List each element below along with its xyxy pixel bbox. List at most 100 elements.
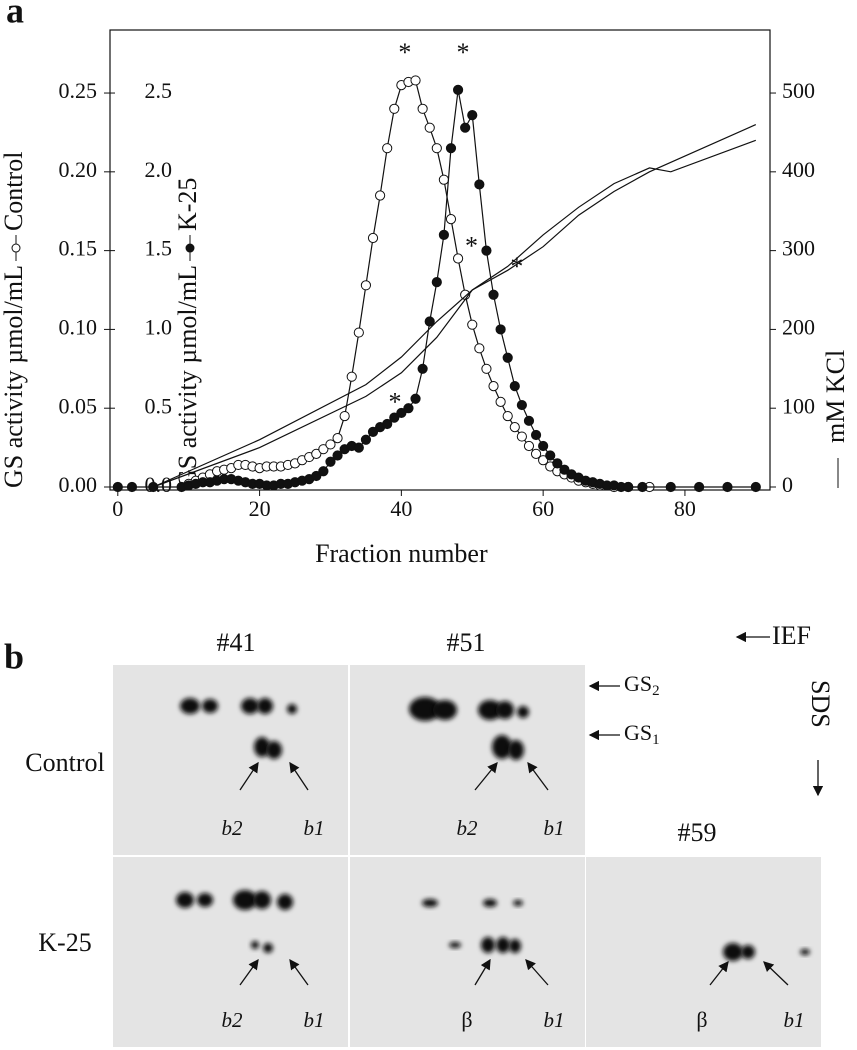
annotation: * [457, 38, 470, 67]
gel-spot [481, 937, 495, 953]
arrow [474, 958, 491, 986]
data-point [481, 363, 492, 374]
gel-spot [433, 700, 457, 720]
data-point [417, 363, 428, 374]
data-point [374, 190, 386, 201]
series-line [188, 79, 650, 488]
axis-title: GS activity µmol/mL K-25 [173, 178, 202, 488]
gel-spot [422, 899, 438, 907]
gel-spot [266, 741, 282, 759]
gel-spot [233, 890, 257, 910]
y-tick-label: 0.10 [59, 314, 98, 339]
y2-tick-label: 100 [782, 393, 815, 418]
gel-spot [197, 893, 213, 907]
gel-image [350, 857, 585, 1047]
gel-spot [496, 701, 514, 719]
column-label: #41 [217, 628, 256, 657]
gel-spot [483, 899, 497, 907]
axis-title: mM KCl [821, 350, 850, 488]
annotation: * [465, 232, 478, 261]
data-point [325, 439, 336, 450]
x-tick-label: 80 [674, 496, 696, 521]
y-axis-label: GS activity µmol/mL [173, 265, 202, 488]
y-tick-label: 0.00 [59, 472, 98, 497]
gel-spot [492, 735, 512, 759]
y3-tick-label: 1.5 [145, 236, 173, 261]
data-point [403, 403, 414, 414]
y3-tick-label: 1.0 [145, 314, 173, 339]
gs-sub: 1 [652, 732, 660, 748]
gel-spot [513, 900, 523, 906]
gel-spot [508, 740, 524, 760]
data-point [445, 143, 457, 154]
data-point [410, 75, 421, 86]
data-point [410, 393, 421, 404]
data-point [396, 407, 407, 419]
data-point [530, 429, 542, 441]
data-point [559, 464, 570, 475]
x-axis-label: Fraction number [315, 539, 488, 568]
data-point [516, 431, 527, 442]
gel-spot [251, 941, 259, 949]
gs-label: GS1 [624, 720, 660, 748]
data-point [530, 448, 542, 460]
data-point [545, 450, 556, 461]
data-point [126, 481, 138, 493]
arrow [474, 761, 498, 791]
data-point [417, 103, 428, 114]
data-point [389, 412, 400, 423]
gel-spot [241, 698, 259, 714]
data-point [481, 245, 492, 256]
gel-spot [277, 894, 293, 910]
column-label: #59 [678, 818, 717, 847]
x-tick-label: 0 [112, 496, 123, 521]
gel-spot [800, 949, 810, 955]
data-point [318, 466, 329, 477]
y3-tick-label: 0.5 [145, 393, 173, 418]
arrow [709, 960, 729, 986]
gel-label: b2 [457, 816, 479, 840]
gel-image [350, 665, 585, 855]
data-point [367, 232, 379, 244]
kcl-line [152, 139, 757, 488]
gel-label: b1 [304, 1008, 325, 1032]
gel-spot [409, 697, 441, 721]
plot-frame [109, 29, 771, 491]
data-point [474, 343, 485, 354]
data-point [382, 143, 393, 154]
annotation: * [388, 388, 401, 417]
data-point [438, 229, 449, 240]
data-point [325, 456, 336, 467]
data-point [538, 440, 549, 452]
y-axis-label: GS activity µmol/mL [0, 265, 28, 488]
gel-spot [287, 704, 297, 714]
data-point [722, 481, 733, 493]
data-point [311, 448, 322, 460]
panel-label: b [4, 636, 24, 676]
data-point [750, 481, 761, 493]
gel-label: b1 [544, 1008, 565, 1032]
data-point [311, 470, 322, 482]
axis-title: GS activity µmol/mL Control [0, 152, 28, 488]
data-point [112, 481, 123, 493]
data-point [502, 410, 513, 422]
ief-label: IEF [772, 621, 811, 650]
data-point [382, 418, 393, 430]
gel-label: b1 [544, 816, 565, 840]
gs-sub: 2 [652, 683, 660, 699]
y2-tick-label: 400 [782, 157, 815, 182]
sds-label-group: SDS [806, 680, 835, 728]
data-point [460, 122, 471, 133]
data-point [488, 289, 499, 300]
data-point [431, 277, 442, 288]
legend-marker [185, 243, 195, 253]
data-point [538, 455, 549, 466]
data-point [339, 410, 350, 422]
gel-spot [478, 700, 502, 720]
arrow [239, 958, 259, 986]
data-point [431, 143, 442, 154]
data-point [445, 214, 457, 225]
row-label: K-25 [38, 928, 91, 957]
